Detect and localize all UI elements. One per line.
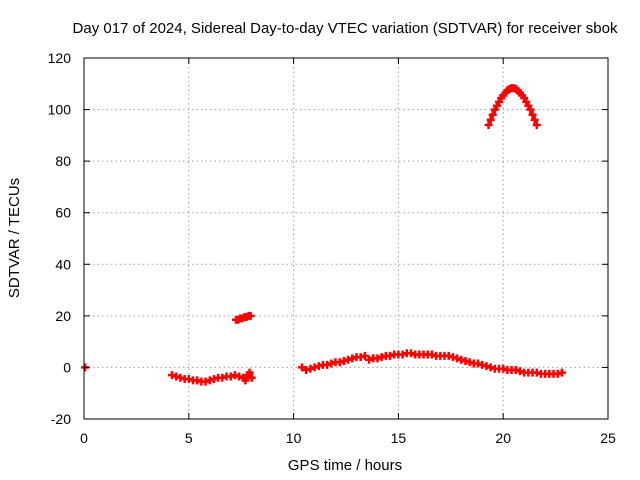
data-point <box>532 368 541 377</box>
data-point <box>247 373 256 382</box>
data-point <box>201 377 210 386</box>
data-point <box>486 115 495 124</box>
data-point <box>209 375 218 384</box>
data-point <box>530 115 539 124</box>
data-point <box>486 363 495 372</box>
data-point <box>453 354 462 363</box>
y-tick-labels: -20 0 20 40 60 80 100 120 <box>48 50 72 427</box>
data-point <box>184 375 193 384</box>
data-point <box>306 364 315 373</box>
data-point <box>427 350 436 359</box>
data-point <box>356 353 365 362</box>
data-point <box>245 368 254 377</box>
data-point <box>373 354 382 363</box>
y-tick-label: 0 <box>63 359 71 375</box>
x-tick-label: 20 <box>495 430 511 446</box>
data-point <box>323 360 332 369</box>
y-tick-label: 80 <box>55 153 71 169</box>
data-point <box>335 358 344 367</box>
y-tick-label: 120 <box>48 50 72 66</box>
data-point <box>515 367 524 376</box>
data-point <box>230 371 239 380</box>
data-point <box>406 349 415 358</box>
data-point <box>205 376 214 385</box>
data-point <box>241 376 250 385</box>
y-tick-label: 100 <box>48 102 72 118</box>
data-point <box>474 359 483 368</box>
data-point <box>553 369 562 378</box>
x-axis-label: GPS time / hours <box>288 457 402 474</box>
data-point <box>226 372 235 381</box>
data-point <box>478 360 487 369</box>
data-point <box>488 110 497 119</box>
data-point <box>310 363 319 372</box>
data-point <box>327 359 336 368</box>
data-point <box>176 373 185 382</box>
data-point <box>218 373 227 382</box>
x-tick-label: 10 <box>286 430 302 446</box>
data-point <box>444 351 453 360</box>
data-point <box>235 372 244 381</box>
data-point <box>499 364 508 373</box>
data-point <box>297 363 306 372</box>
data-point <box>339 356 348 365</box>
data-point <box>526 105 535 114</box>
y-axis-label: SDTVAR / TECUs <box>6 178 23 298</box>
y-tick-label: -20 <box>51 411 71 427</box>
data-point <box>386 351 395 360</box>
data-point <box>365 355 374 364</box>
x-tick-label: 15 <box>391 430 407 446</box>
y-tick-label: 60 <box>55 205 71 221</box>
x-tick-labels: 0 5 10 15 20 25 <box>80 430 616 446</box>
x-tick-label: 5 <box>185 430 193 446</box>
data-point <box>348 354 357 363</box>
data-point <box>461 356 470 365</box>
data-points <box>81 84 566 386</box>
y-tick-label: 40 <box>55 256 71 272</box>
data-point <box>172 372 181 381</box>
data-point <box>484 121 493 130</box>
plot-frame <box>83 57 609 420</box>
data-point <box>168 371 177 380</box>
data-point <box>465 358 474 367</box>
data-point <box>360 351 369 360</box>
data-point <box>314 362 323 371</box>
data-point <box>246 311 255 320</box>
data-point <box>557 368 566 377</box>
y-tick-label: 20 <box>55 308 71 324</box>
x-tick-label: 25 <box>600 430 616 446</box>
data-point <box>532 121 541 130</box>
chart-title: Day 017 of 2024, Sidereal Day-to-day VTE… <box>73 20 618 37</box>
data-point <box>482 362 491 371</box>
data-point <box>511 366 520 375</box>
data-point <box>377 353 386 362</box>
data-point <box>457 355 466 364</box>
grid <box>84 58 608 419</box>
data-point <box>448 353 457 362</box>
data-point <box>193 376 202 385</box>
data-point <box>302 366 311 375</box>
data-point <box>344 355 353 364</box>
axis-ticks <box>83 57 609 420</box>
x-tick-label: 0 <box>80 430 88 446</box>
data-point <box>528 110 537 119</box>
data-point <box>398 350 407 359</box>
